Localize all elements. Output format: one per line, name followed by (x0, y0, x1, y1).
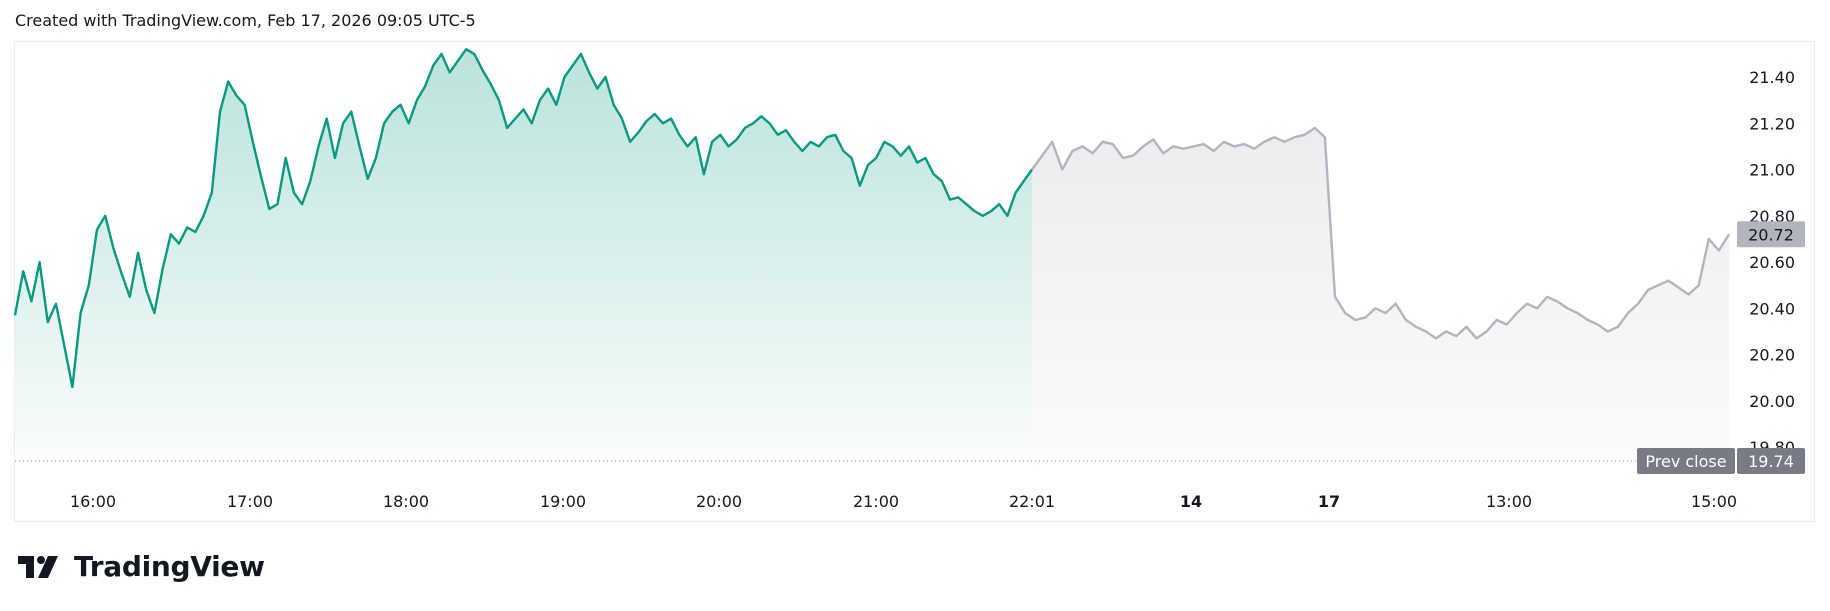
x-tick-label: 21:00 (853, 492, 899, 511)
extended-session-line (1031, 126, 1731, 340)
x-tick-label: 13:00 (1486, 492, 1532, 511)
prev-close-label: Prev close 19.74 (1637, 448, 1805, 474)
y-tick-label: 20.40 (1749, 299, 1795, 318)
x-tick-label: 15:00 (1691, 492, 1737, 511)
current-price-text: 20.72 (1748, 225, 1794, 244)
x-tick-label: 14 (1180, 492, 1202, 511)
y-tick-label: 20.20 (1749, 346, 1795, 365)
x-tick-label: 19:00 (540, 492, 586, 511)
x-tick-label: 20:00 (696, 492, 742, 511)
chart-frame[interactable] (14, 41, 1815, 522)
y-tick-label: 21.20 (1749, 114, 1795, 133)
y-tick-label: 21.40 (1749, 68, 1795, 87)
prev-close-value: 19.74 (1748, 452, 1794, 471)
chart-header-caption: Created with TradingView.com, Feb 17, 20… (15, 11, 476, 30)
x-axis: 16:00 17:00 18:00 19:00 20:00 21:00 22:01 14 17 1… (70, 492, 1737, 511)
y-tick-label: 20.60 (1749, 253, 1795, 272)
current-price-label: 20.72 (1737, 221, 1805, 248)
extended-session-area (1032, 127, 1729, 462)
x-tick-label: 17 (1318, 492, 1340, 511)
regular-session-line (13, 48, 1033, 389)
y-tick-label: 20.80 (1749, 207, 1795, 226)
prev-close-caption: Prev close (1645, 452, 1726, 471)
x-tick-label: 17:00 (227, 492, 273, 511)
x-tick-label: 18:00 (383, 492, 429, 511)
tradingview-logo-icon (18, 555, 58, 578)
x-tick-label: 16:00 (70, 492, 116, 511)
y-axis: 21.40 21.20 21.00 20.80 20.60 20.40 20.20 20.00… (1749, 68, 1795, 457)
y-tick-label: 20.00 (1749, 392, 1795, 411)
y-tick-label: 21.00 (1749, 161, 1795, 180)
brand-name: TradingView (74, 550, 265, 583)
tradingview-brand: TradingView (18, 550, 265, 583)
regular-session-area (15, 49, 1032, 462)
x-tick-label: 22:01 (1009, 492, 1055, 511)
